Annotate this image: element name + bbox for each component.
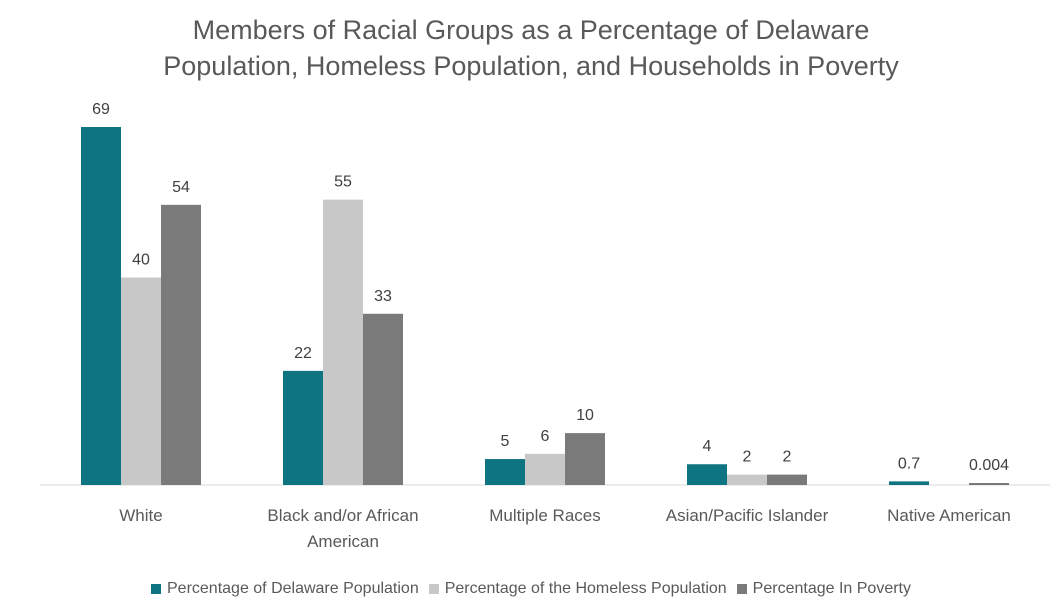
category-label-2: Multiple Races (489, 506, 601, 525)
bar-2-0 (485, 459, 525, 485)
legend-item-1: Percentage of the Homeless Population (428, 580, 727, 598)
data-label-4-2: 0.004 (969, 457, 1009, 474)
bar-4-2 (969, 483, 1009, 485)
data-label-2-0: 5 (501, 433, 510, 450)
data-label-3-1: 2 (743, 449, 752, 466)
category-label-1: Black and/or African American (267, 506, 418, 551)
bar-3-1 (727, 474, 767, 485)
legend-item-0: Percentage of Delaware Population (151, 580, 419, 598)
legend-label-1: Percentage of the Homeless Population (444, 580, 727, 597)
data-label-2-1: 6 (541, 428, 550, 445)
legend-label-0: Percentage of Delaware Population (167, 580, 419, 597)
bar-3-2 (767, 474, 807, 485)
bar-0-0 (81, 127, 121, 485)
data-label-2-2: 10 (576, 407, 594, 424)
bar-2-2 (565, 433, 605, 485)
category-label-0: White (119, 506, 162, 525)
legend-label-2: Percentage In Poverty (752, 580, 911, 597)
legend-swatch-1 (428, 584, 439, 594)
bar-1-1 (323, 199, 363, 485)
bar-0-1 (121, 277, 161, 485)
category-label-3: Asian/Pacific Islander (666, 506, 829, 525)
legend: Percentage of Delaware Population Percent… (0, 580, 1062, 598)
bar-1-0 (283, 370, 323, 485)
bar-3-0 (687, 464, 727, 485)
bar-1-2 (363, 313, 403, 485)
data-label-3-0: 4 (703, 438, 712, 455)
legend-swatch-0 (151, 584, 161, 594)
chart-title-line-2: Population, Homeless Population, and Hou… (163, 51, 899, 81)
legend-item-2: Percentage In Poverty (736, 580, 911, 598)
bar-2-1 (525, 453, 565, 485)
legend-swatch-2 (736, 584, 747, 594)
chart-title: Members of Racial Groups as a Percentage… (0, 12, 1062, 84)
data-label-1-0: 22 (294, 345, 312, 362)
data-label-4-0: 0.7 (898, 455, 920, 472)
category-label-4: Native American (887, 506, 1011, 525)
data-label-0-2: 54 (172, 179, 190, 196)
bar-0-2 (161, 204, 201, 485)
data-label-0-0: 69 (92, 101, 110, 118)
data-label-1-1: 55 (334, 174, 352, 191)
chart-title-line-1: Members of Racial Groups as a Percentage… (192, 15, 870, 45)
data-label-3-2: 2 (783, 449, 792, 466)
bar-4-0 (889, 481, 929, 485)
data-label-0-1: 40 (132, 251, 150, 268)
data-label-1-2: 33 (374, 288, 392, 305)
